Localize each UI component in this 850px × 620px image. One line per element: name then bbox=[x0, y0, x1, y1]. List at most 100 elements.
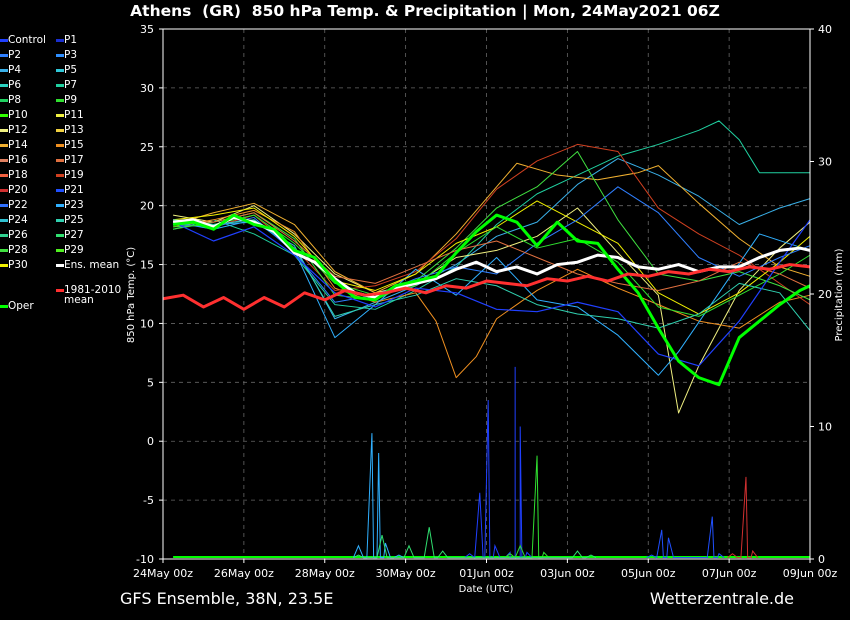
precip-p9 bbox=[504, 455, 550, 559]
legend-label: P7 bbox=[64, 79, 78, 91]
legend-swatch bbox=[0, 84, 8, 87]
y-tick-label: 30 bbox=[140, 82, 154, 95]
legend-swatch bbox=[0, 219, 8, 222]
plot-frame bbox=[162, 28, 811, 560]
legend-label: Control bbox=[8, 34, 46, 46]
legend-swatch bbox=[56, 174, 64, 177]
legend-swatch bbox=[0, 69, 8, 72]
y2-tick-label: 40 bbox=[818, 23, 832, 36]
y-axis-right: 0 10 20 30 40 bbox=[810, 23, 832, 566]
legend-swatch bbox=[56, 69, 64, 72]
legend-label: P27 bbox=[64, 229, 84, 241]
legend-swatch bbox=[56, 84, 64, 87]
y-tick-label: 35 bbox=[140, 23, 154, 36]
legend-swatch bbox=[56, 99, 64, 102]
y2-tick-label: 10 bbox=[818, 421, 832, 434]
legend-label: P24 bbox=[8, 214, 28, 226]
legend-swatch bbox=[0, 249, 8, 252]
legend-label: P10 bbox=[8, 109, 28, 121]
legend-label: P11 bbox=[64, 109, 84, 121]
legend-swatch bbox=[0, 129, 8, 132]
x-axis: 24May 00z 26May 00z 28May 00z 30May 00z 01Ju… bbox=[133, 559, 837, 580]
legend-swatch bbox=[56, 264, 64, 267]
legend-swatch bbox=[0, 305, 8, 308]
legend-label: 1981-2010 mean bbox=[64, 284, 122, 306]
legend-label: P23 bbox=[64, 199, 84, 211]
legend-label: P21 bbox=[64, 184, 84, 196]
precip-layer bbox=[173, 366, 810, 559]
precip-p21 bbox=[646, 516, 725, 559]
x-axis-label: Date (UTC) bbox=[459, 584, 514, 595]
legend-label: P18 bbox=[8, 169, 28, 181]
legend-swatch bbox=[56, 39, 64, 42]
legend: Control P1 P2 P3 P4 P5 P6 P7 P8 P9 P10 P11 P12 P13 P14… bbox=[0, 33, 130, 323]
legend-label: P8 bbox=[8, 94, 22, 106]
legend-swatch bbox=[0, 99, 8, 102]
legend-label: P14 bbox=[8, 139, 28, 151]
legend-swatch bbox=[0, 174, 8, 177]
legend-label: P4 bbox=[8, 64, 22, 76]
series-control bbox=[172, 219, 811, 367]
y-tick-label: -10 bbox=[136, 553, 154, 566]
legend-label: P9 bbox=[64, 94, 78, 106]
series-oper bbox=[172, 213, 811, 387]
legend-swatch bbox=[0, 39, 8, 42]
series-p7 bbox=[172, 120, 810, 310]
legend-swatch bbox=[0, 114, 8, 117]
legend-swatch bbox=[56, 129, 64, 132]
y-tick-label: 5 bbox=[147, 376, 154, 389]
legend-label: P13 bbox=[64, 124, 84, 136]
legend-label: P12 bbox=[8, 124, 28, 136]
legend-label: P6 bbox=[8, 79, 22, 91]
x-tick-label: 01Jun 00z bbox=[459, 567, 514, 580]
x-tick-label: 05Jun 00z bbox=[621, 567, 676, 580]
series-1981-2010-mean bbox=[162, 263, 811, 311]
legend-swatch bbox=[56, 189, 64, 192]
legend-label: Ens. mean bbox=[64, 259, 120, 271]
legend-swatch bbox=[56, 234, 64, 237]
legend-label: P25 bbox=[64, 214, 84, 226]
y-axis-left-label: 850 hPa Temp. (°C) bbox=[126, 247, 137, 343]
legend-label: P26 bbox=[8, 229, 28, 241]
y-axis-right-label: Precipitation (mm) bbox=[834, 248, 845, 341]
precip-p27 bbox=[353, 527, 597, 559]
legend-label: P2 bbox=[8, 49, 22, 61]
footer-source: Wetterzentrale.de bbox=[649, 589, 794, 608]
legend-label: P17 bbox=[64, 154, 84, 166]
chart-title: Athens (GR) 850 hPa Temp. & Precipitatio… bbox=[130, 2, 720, 20]
legend-swatch bbox=[56, 54, 64, 57]
legend-label: P29 bbox=[64, 244, 84, 256]
series-p2 bbox=[173, 186, 811, 303]
y-tick-label: 0 bbox=[147, 435, 154, 448]
series-p28 bbox=[173, 150, 811, 301]
y-tick-label: 15 bbox=[140, 259, 154, 272]
legend-label: P22 bbox=[8, 199, 28, 211]
precip-p23 bbox=[352, 433, 405, 559]
legend-swatch bbox=[0, 159, 8, 162]
y2-tick-label: 30 bbox=[818, 156, 832, 169]
series-p14 bbox=[172, 162, 811, 294]
x-tick-label: 24May 00z bbox=[133, 567, 193, 580]
legend-swatch bbox=[0, 189, 8, 192]
series-p23 bbox=[173, 219, 811, 376]
legend-swatch bbox=[0, 264, 8, 267]
legend-swatch bbox=[56, 204, 64, 207]
x-tick-label: 03Jun 00z bbox=[540, 567, 595, 580]
legend-label: P15 bbox=[64, 139, 84, 151]
legend-swatch bbox=[56, 249, 64, 252]
legend-swatch bbox=[56, 289, 64, 292]
legend-label: P28 bbox=[8, 244, 28, 256]
legend-label: P5 bbox=[64, 64, 78, 76]
y-tick-label: 25 bbox=[140, 141, 154, 154]
legend-swatch bbox=[56, 219, 64, 222]
series-p12 bbox=[173, 205, 811, 414]
legend-swatch bbox=[0, 204, 8, 207]
y-tick-label: 10 bbox=[140, 317, 154, 330]
legend-label: Oper bbox=[8, 300, 34, 312]
precip-control bbox=[464, 366, 533, 559]
x-tick-label: 28May 00z bbox=[295, 567, 355, 580]
legend-label: P16 bbox=[8, 154, 28, 166]
legend-label: P20 bbox=[8, 184, 28, 196]
x-tick-label: 26May 00z bbox=[214, 567, 274, 580]
